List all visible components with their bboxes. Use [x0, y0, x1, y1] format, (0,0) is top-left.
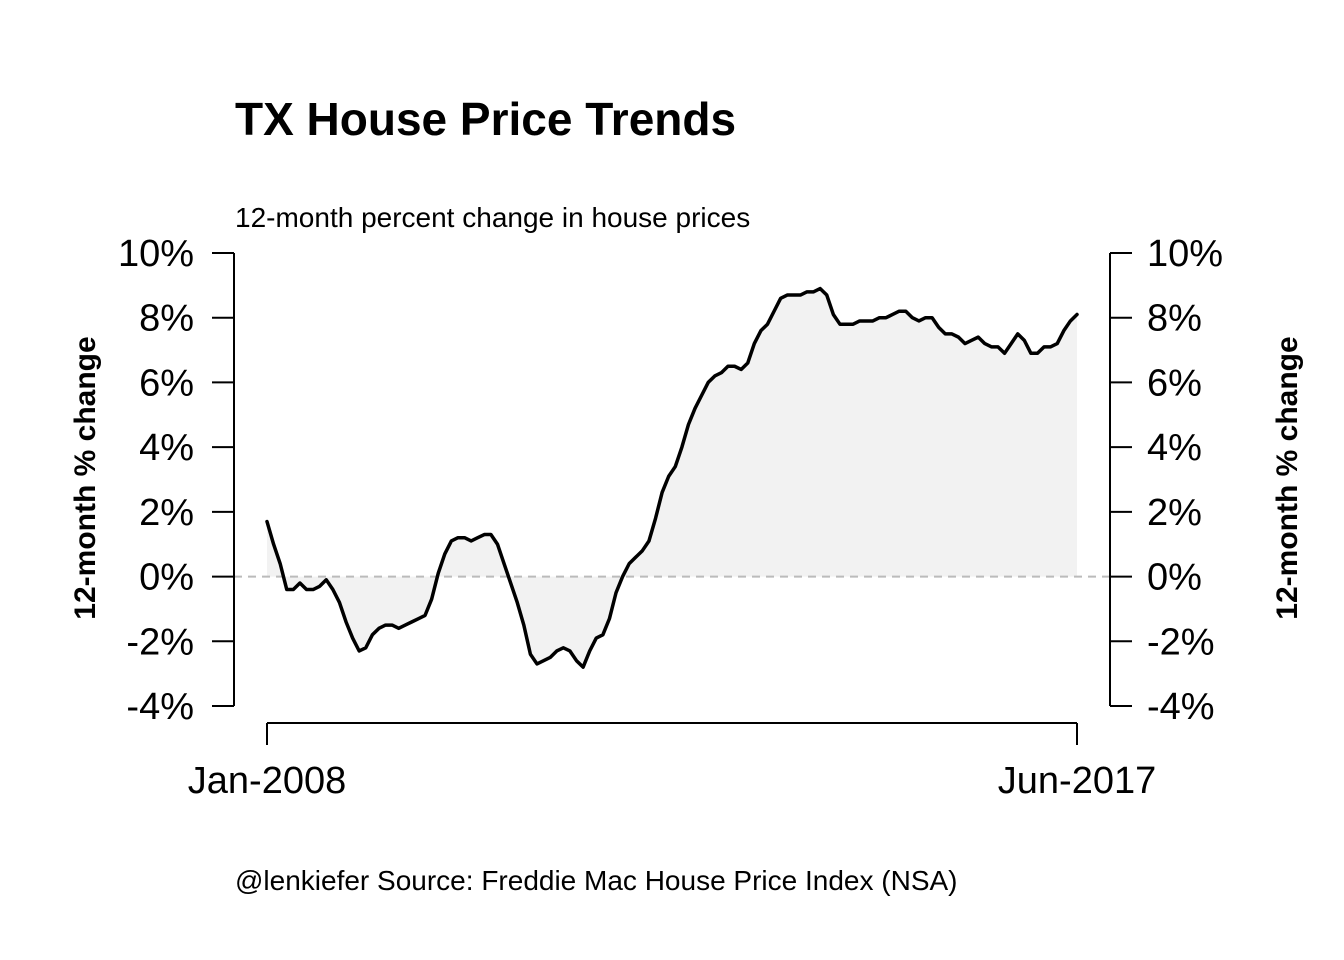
plot-area — [234, 286, 1110, 669]
y-tick-label-left: 2% — [139, 492, 194, 534]
y-tick-label-left: 6% — [139, 362, 194, 404]
y-tick-label-right: 4% — [1147, 427, 1202, 469]
y-axis-label-right: 12-month % change — [1271, 336, 1304, 619]
y-tick-label-left: -2% — [126, 621, 194, 663]
chart-title: TX House Price Trends — [235, 93, 736, 145]
y-axis-label-left: 12-month % change — [69, 336, 102, 619]
series-area-fill — [267, 288, 1077, 668]
y-tick-label-left: 4% — [139, 427, 194, 469]
x-tick-label: Jun-2017 — [998, 760, 1156, 802]
y-tick-label-left: 8% — [139, 298, 194, 340]
chart-subtitle: 12-month percent change in house prices — [235, 202, 750, 233]
y-tick-label-left: -4% — [126, 686, 194, 728]
series-line — [265, 286, 1079, 669]
x-tick-label: Jan-2008 — [188, 760, 346, 802]
y-tick-label-right: 10% — [1147, 233, 1223, 275]
y-tick-label-right: 8% — [1147, 298, 1202, 340]
y-tick-label-right: 6% — [1147, 362, 1202, 404]
y-tick-label-left: 10% — [118, 233, 194, 275]
y-tick-label-right: -4% — [1147, 686, 1215, 728]
caption: @lenkiefer Source: Freddie Mac House Pri… — [235, 865, 958, 896]
y-tick-label-right: -2% — [1147, 621, 1215, 663]
axes: -4% -4% -2% -2% 0% 0% 2% 2% 4% 4% 6% 6% 8% 8% 10% 10% Ja… — [118, 233, 1223, 802]
y-tick-label-right: 2% — [1147, 492, 1202, 534]
y-tick-label-left: 0% — [139, 557, 194, 599]
y-tick-label-right: 0% — [1147, 557, 1202, 599]
